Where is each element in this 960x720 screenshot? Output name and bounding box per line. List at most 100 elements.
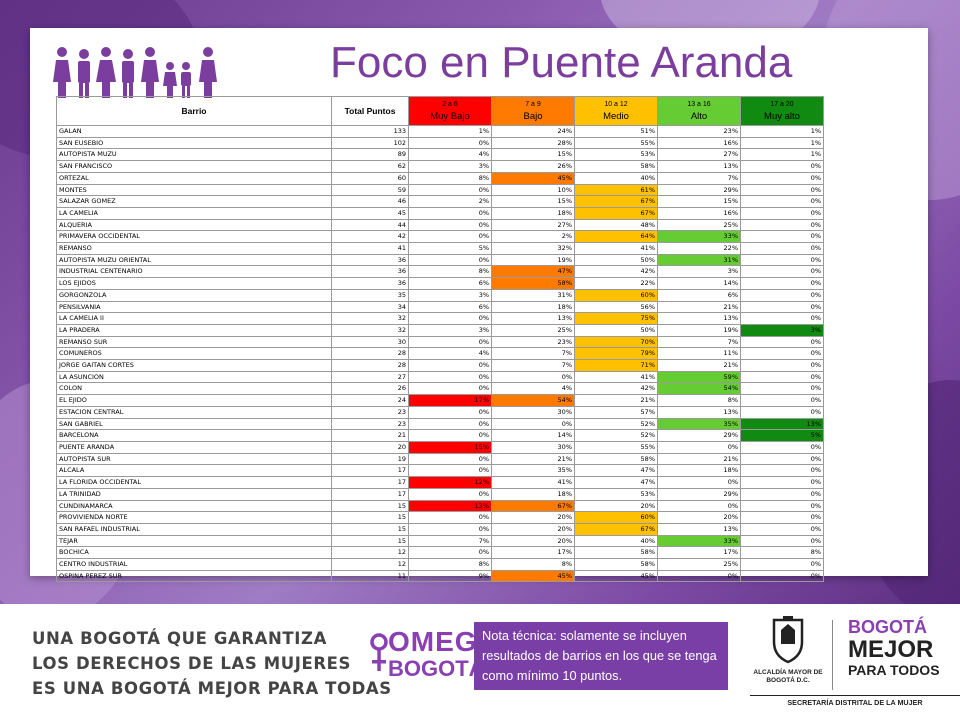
- percent-cell: 1%: [740, 136, 824, 150]
- barrio-cell: SAN FRANCISCO: [56, 160, 332, 173]
- percent-cell: 27%: [657, 148, 741, 162]
- percent-cell: 0%: [408, 230, 492, 244]
- table-row: OSPINA PEREZ SUR 11 9% 45% 45% 0% 0%: [56, 569, 824, 583]
- barrio-cell: TEJAR: [56, 534, 332, 548]
- percent-cell: 0%: [408, 370, 492, 384]
- percent-cell: 14%: [657, 277, 741, 290]
- total-cell: 30: [331, 335, 409, 349]
- total-cell: 15: [331, 511, 409, 524]
- percent-cell: 29%: [657, 429, 741, 442]
- percent-cell: 8%: [657, 394, 741, 407]
- percent-cell: 0%: [408, 487, 492, 501]
- percent-cell: 0%: [740, 405, 824, 419]
- percent-cell: 0%: [408, 464, 492, 478]
- percent-cell: 0%: [408, 359, 492, 372]
- barrio-cell: REMANSO: [56, 242, 332, 255]
- table-row: SALAZAR GOMEZ 46 2% 15% 67% 15% 0%: [56, 195, 824, 208]
- percent-cell: 56%: [574, 300, 658, 314]
- table-row: LA PRADERA 32 3% 25% 50% 19% 3%: [56, 323, 824, 337]
- header-range: 7 a 9: [525, 101, 541, 108]
- alcaldia-logo: ALCALDÍA MAYOR DE BOGOTÁ D.C.: [750, 614, 826, 710]
- total-cell: 133: [331, 125, 409, 138]
- barrio-cell: PROVIVIENDA NORTE: [56, 511, 332, 524]
- percent-cell: 40%: [574, 534, 658, 548]
- percent-cell: 67%: [574, 522, 658, 536]
- barrio-cell: PRIMAVERA OCCIDENTAL: [56, 230, 332, 244]
- header-total: Total Puntos: [331, 96, 409, 126]
- percent-cell: 0%: [740, 242, 824, 255]
- secretaria-text: SECRETARÍA DISTRITAL DE LA MUJER: [787, 698, 923, 707]
- percent-cell: 18%: [491, 487, 575, 501]
- percent-cell: 19%: [491, 253, 575, 267]
- total-cell: 102: [331, 136, 409, 150]
- percent-cell: 50%: [574, 253, 658, 267]
- percent-cell: 13%: [657, 522, 741, 536]
- table-row: LA TRINIDAD 17 0% 18% 53% 29% 0%: [56, 487, 824, 501]
- percent-cell: 0%: [740, 359, 824, 372]
- percent-cell: 35%: [491, 464, 575, 478]
- table-row: BOCHICA 12 0% 17% 58% 17% 8%: [56, 546, 824, 560]
- barrio-cell: LA CAMELIA II: [56, 312, 332, 325]
- barrio-cell: PUENTE ARANDA: [56, 440, 332, 454]
- table-row: TEJAR 15 7% 20% 40% 33% 0%: [56, 534, 824, 548]
- page-title: Foco en Puente Aranda: [330, 38, 793, 87]
- barrios-table: Barrio Total Puntos 2 a 6 Muy Bajo 7 a 9 B…: [56, 96, 824, 583]
- percent-cell: 60%: [574, 511, 658, 524]
- barrio-cell: AUTOPISTA SUR: [56, 452, 332, 466]
- table-row: LA CAMELIA II 32 0% 13% 75% 13% 0%: [56, 312, 824, 325]
- table-row: SAN FRANCISCO 62 3% 26% 58% 13% 0%: [56, 160, 824, 173]
- percent-cell: 3%: [740, 323, 824, 337]
- table-row: SAN RAFAEL INDUSTRIAL 15 0% 20% 67% 13% 0%: [56, 522, 824, 536]
- header-label: Medio: [603, 111, 629, 122]
- table-body: GALAN 133 1% 24% 51% 23% 1% SAN EUSEBIO 102 0% 28%…: [56, 125, 824, 583]
- header-label: Bajo: [523, 111, 543, 122]
- percent-cell: 41%: [574, 242, 658, 255]
- total-cell: 11: [331, 569, 409, 583]
- percent-cell: 0%: [740, 511, 824, 524]
- barrio-cell: OSPINA PEREZ SUR: [56, 569, 332, 583]
- percent-cell: 15%: [491, 148, 575, 162]
- total-cell: 17: [331, 487, 409, 501]
- table-row: LA CAMELIA 45 0% 18% 67% 16% 0%: [56, 206, 824, 220]
- percent-cell: 0%: [408, 546, 492, 560]
- header-alto: 13 a 16 Alto: [657, 96, 741, 126]
- percent-cell: 22%: [574, 277, 658, 290]
- percent-cell: 4%: [408, 148, 492, 162]
- total-cell: 15: [331, 534, 409, 548]
- percent-cell: 0%: [491, 417, 575, 431]
- percent-cell: 0%: [740, 382, 824, 396]
- percent-cell: 53%: [574, 487, 658, 501]
- percent-cell: 0%: [408, 206, 492, 220]
- percent-cell: 21%: [657, 359, 741, 372]
- percent-cell: 0%: [408, 253, 492, 267]
- percent-cell: 35%: [657, 417, 741, 431]
- percent-cell: 13%: [657, 312, 741, 325]
- percent-cell: 0%: [657, 499, 741, 513]
- table-header-row: Barrio Total Puntos 2 a 6 Muy Bajo 7 a 9 B…: [56, 96, 824, 126]
- percent-cell: 0%: [740, 277, 824, 290]
- barrio-cell: ORTEZAL: [56, 171, 332, 185]
- percent-cell: 0%: [657, 476, 741, 489]
- percent-cell: 0%: [740, 440, 824, 454]
- percent-cell: 0%: [740, 206, 824, 220]
- percent-cell: 0%: [740, 464, 824, 478]
- percent-cell: 0%: [740, 347, 824, 361]
- percent-cell: 20%: [657, 511, 741, 524]
- percent-cell: 13%: [657, 405, 741, 419]
- percent-cell: 0%: [740, 183, 824, 197]
- table-row: GALAN 133 1% 24% 51% 23% 1%: [56, 125, 824, 138]
- percent-cell: 0%: [740, 534, 824, 548]
- percent-cell: 61%: [574, 183, 658, 197]
- total-cell: 28: [331, 359, 409, 372]
- barrio-cell: AUTOPISTA MUZU: [56, 148, 332, 162]
- percent-cell: 0%: [740, 218, 824, 232]
- header-range: 17 a 20: [770, 101, 794, 108]
- table-row: ALCALA 17 0% 35% 47% 18% 0%: [56, 464, 824, 478]
- barrio-cell: INDUSTRIAL CENTENARIO: [56, 265, 332, 279]
- percent-cell: 33%: [657, 534, 741, 548]
- total-cell: 62: [331, 160, 409, 173]
- percent-cell: 3%: [408, 160, 492, 173]
- percent-cell: 54%: [491, 394, 575, 407]
- women-figures-icon: [53, 47, 217, 98]
- table-row: REMANSO SUR 30 0% 23% 70% 7% 0%: [56, 335, 824, 349]
